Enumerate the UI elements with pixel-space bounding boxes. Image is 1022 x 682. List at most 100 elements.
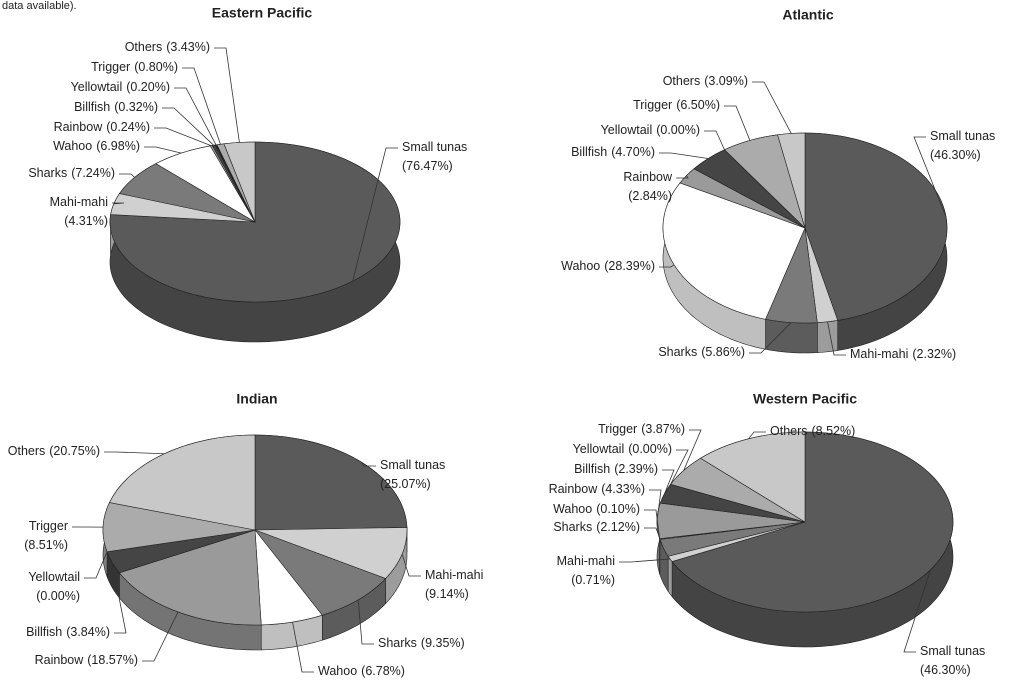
category-label: Mahi-mahi — [425, 568, 483, 582]
leader-line — [352, 147, 398, 282]
leader-line — [119, 173, 135, 178]
leader-line — [670, 449, 689, 485]
value-label: (6.78%) — [361, 664, 405, 678]
category-label: Billfish — [574, 462, 610, 476]
value-label: (0.00%) — [628, 442, 672, 456]
category-label: Trigger — [633, 98, 672, 112]
category-label: Others — [770, 424, 808, 438]
value-label: (0.00%) — [656, 123, 700, 137]
value-label: (0.80%) — [134, 60, 178, 74]
leader-line — [142, 611, 179, 662]
leader-line — [182, 67, 221, 145]
slice — [699, 431, 806, 523]
chart-title: Eastern Pacific — [212, 5, 313, 21]
leader-line — [704, 130, 725, 150]
value-label: (2.84%) — [628, 189, 672, 203]
slice-label: Trigger (3.87%) — [598, 422, 685, 436]
slice-label: Mahi-mahi (4.31%) — [50, 195, 108, 228]
leader-line — [214, 47, 240, 143]
value-label: (4.33%) — [601, 482, 645, 496]
slice — [223, 141, 256, 223]
leader-line — [292, 621, 314, 673]
slice-label: Small tunas (46.30%) — [920, 644, 985, 677]
slice — [777, 132, 806, 229]
slice-label: Sharks (5.86%) — [658, 345, 745, 359]
leader-line — [752, 81, 792, 134]
slice — [254, 529, 387, 616]
slice-label: Sharks (2.12%) — [553, 520, 640, 534]
leader-line — [644, 509, 661, 540]
leader-line — [827, 321, 846, 356]
leader-line — [357, 599, 374, 645]
value-label: (0.71%) — [571, 573, 615, 587]
leader-line — [174, 87, 217, 146]
category-label: Rainbow — [54, 120, 104, 134]
category-label: Sharks — [553, 520, 592, 534]
value-label: (3.87%) — [641, 422, 685, 436]
slice-label: Yellowtail (0.00%) — [28, 570, 80, 603]
slice-label: Billfish (3.84%) — [26, 625, 110, 639]
slice-label: Trigger (0.80%) — [91, 60, 178, 74]
slice-label: Small tunas (46.30%) — [930, 129, 995, 162]
slice-label: Wahoo (6.78%) — [318, 664, 405, 678]
category-label: Others — [8, 444, 46, 458]
slice-label: Billfish (2.39%) — [574, 462, 658, 476]
leader-line — [659, 152, 709, 159]
leader-line — [144, 146, 182, 154]
leader-line — [401, 553, 421, 577]
slice — [671, 431, 954, 613]
category-label: Yellowtail — [573, 442, 625, 456]
value-label: (0.00%) — [36, 589, 80, 603]
leader-line — [676, 175, 689, 179]
value-label: (0.32%) — [114, 100, 158, 114]
leader-line — [112, 202, 125, 205]
value-label: (0.24%) — [106, 120, 150, 134]
value-label: (3.43%) — [166, 40, 210, 54]
value-label: (76.47%) — [402, 159, 453, 173]
value-label: (3.09%) — [704, 74, 748, 88]
leader-line — [360, 461, 376, 467]
slice-label: Rainbow (0.24%) — [54, 120, 150, 134]
category-label: Mahi-mahi — [557, 554, 615, 568]
category-label: Others — [125, 40, 163, 54]
value-label: (6.98%) — [96, 139, 140, 153]
slice-side — [816, 320, 839, 353]
slice-side — [667, 555, 673, 598]
value-label: (9.14%) — [425, 587, 469, 601]
slice-label: Rainbow (18.57%) — [35, 653, 138, 667]
value-label: (28.39%) — [604, 259, 655, 273]
leader-line — [111, 562, 127, 634]
slice-label: Wahoo (0.10%) — [553, 502, 640, 516]
value-label: (7.24%) — [71, 166, 115, 180]
category-label: Trigger — [29, 519, 68, 533]
category-label: Yellowtail — [601, 123, 653, 137]
slice-label: Rainbow (4.33%) — [549, 482, 645, 496]
slice — [254, 434, 408, 531]
slice-label: Yellowtail (0.20%) — [71, 80, 170, 94]
slice — [662, 182, 806, 320]
slice-side — [765, 318, 818, 354]
value-label: (25.07%) — [380, 477, 431, 491]
slice-label: Billfish (0.32%) — [74, 100, 158, 114]
slice — [109, 434, 256, 531]
slice-label: Trigger (6.50%) — [633, 98, 720, 112]
category-label: Billfish — [74, 100, 110, 114]
category-label: Others — [663, 74, 701, 88]
leader-line — [749, 322, 792, 354]
value-label: (3.84%) — [66, 625, 110, 639]
value-label: (8.51%) — [24, 538, 68, 552]
slice-label: Mahi-mahi (9.14%) — [425, 568, 483, 601]
category-label: Yellowtail — [71, 80, 123, 94]
value-label: (46.30%) — [920, 663, 971, 677]
category-label: Rainbow — [35, 653, 85, 667]
slice-label: Others (3.09%) — [663, 74, 748, 88]
slice-label: Yellowtail (0.00%) — [601, 123, 700, 137]
leader-line — [659, 264, 675, 268]
chart-title: Western Pacific — [753, 391, 857, 407]
slice-label: Mahi-mahi (2.32%) — [850, 347, 956, 361]
category-label: Wahoo — [561, 259, 600, 273]
leader-line — [649, 489, 662, 521]
note: data available). — [2, 0, 77, 12]
leader-line — [644, 527, 664, 549]
